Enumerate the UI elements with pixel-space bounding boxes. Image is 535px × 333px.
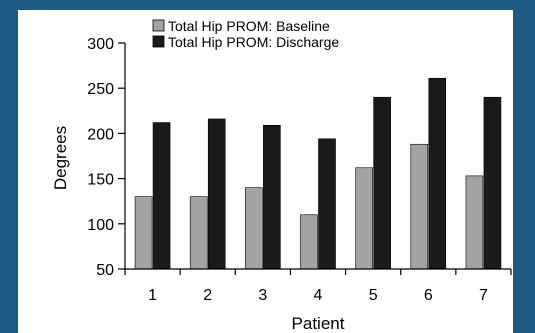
legend: Total Hip PROM: Baseline Total Hip PROM:… bbox=[152, 18, 339, 50]
x-tick-label: 5 bbox=[369, 287, 378, 304]
bar-chart: 50 100 150 200 250 300 1 2 3 4 5 6 7 Degrees Patien… bbox=[51, 18, 512, 333]
legend-label-discharge: Total Hip PROM: Discharge bbox=[168, 34, 339, 50]
y-tick-label: 300 bbox=[87, 36, 114, 53]
y-tick-label: 150 bbox=[87, 172, 114, 189]
axes-layer bbox=[124, 43, 511, 270]
bar-baseline bbox=[189, 196, 208, 270]
bar-baseline bbox=[465, 175, 484, 270]
bar-baseline bbox=[245, 187, 263, 270]
y-axis-title: Degrees bbox=[51, 126, 70, 190]
chart-panel: 50 100 150 200 250 300 1 2 3 4 5 6 7 Degrees Patien… bbox=[18, 10, 513, 333]
x-tick-label: 3 bbox=[258, 287, 267, 304]
x-ticks: 1 2 3 4 5 6 7 bbox=[124, 269, 512, 304]
bar-baseline bbox=[410, 143, 429, 270]
bar-baseline bbox=[300, 214, 318, 270]
bar-discharge bbox=[318, 138, 336, 270]
bar-discharge bbox=[263, 124, 281, 270]
y-tick-label: 200 bbox=[87, 126, 114, 143]
legend-swatch-baseline bbox=[152, 19, 165, 32]
legend-label-baseline: Total Hip PROM: Baseline bbox=[168, 18, 330, 34]
x-tick-label: 7 bbox=[479, 287, 488, 304]
x-tick-label: 4 bbox=[314, 287, 323, 304]
legend-swatch-discharge bbox=[152, 35, 165, 48]
y-ticks: 50 100 150 200 250 300 bbox=[87, 36, 125, 279]
bar-discharge bbox=[428, 77, 447, 270]
bar-discharge bbox=[207, 118, 226, 270]
y-tick-label: 100 bbox=[87, 217, 114, 234]
bar-discharge bbox=[373, 96, 391, 270]
x-axis-title: Patient bbox=[292, 314, 345, 333]
y-tick-label: 50 bbox=[96, 262, 114, 279]
bars-layer bbox=[134, 77, 502, 270]
bar-discharge bbox=[483, 96, 502, 270]
x-tick-label: 1 bbox=[148, 287, 157, 304]
bar-baseline bbox=[355, 167, 373, 270]
y-tick-label: 250 bbox=[87, 81, 114, 98]
bar-discharge bbox=[152, 122, 171, 270]
x-tick-label: 6 bbox=[424, 287, 433, 304]
x-tick-label: 2 bbox=[203, 287, 212, 304]
bar-baseline bbox=[134, 196, 153, 270]
